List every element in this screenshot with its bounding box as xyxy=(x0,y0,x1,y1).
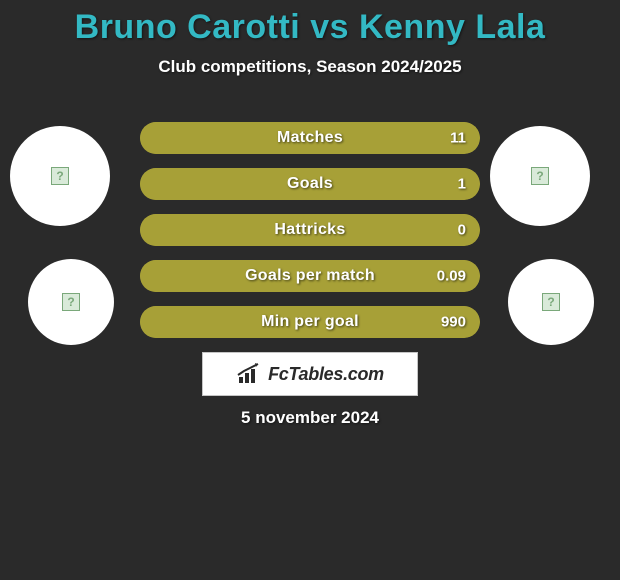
comparison-title: Bruno Carotti vs Kenny Lala xyxy=(0,0,620,47)
branding-text: FcTables.com xyxy=(268,364,384,385)
stat-value-right: 0 xyxy=(458,222,466,239)
stat-label: Matches xyxy=(140,129,480,147)
stat-row: Min per goal990 xyxy=(140,306,480,338)
chart-icon xyxy=(236,363,262,385)
stat-row: Goals per match0.09 xyxy=(140,260,480,292)
generated-date: 5 november 2024 xyxy=(0,408,620,428)
stat-row: Matches11 xyxy=(140,122,480,154)
image-placeholder-icon: ? xyxy=(531,167,549,185)
stat-value-right: 990 xyxy=(441,314,466,331)
image-placeholder-icon: ? xyxy=(62,293,80,311)
image-placeholder-icon: ? xyxy=(542,293,560,311)
stat-label: Hattricks xyxy=(140,221,480,239)
player2-name: Kenny Lala xyxy=(359,8,545,46)
player2-club-badge: ? xyxy=(508,259,594,345)
stat-row: Goals1 xyxy=(140,168,480,200)
player1-club-badge: ? xyxy=(28,259,114,345)
stat-label: Goals per match xyxy=(140,267,480,285)
stat-value-right: 0.09 xyxy=(437,268,466,285)
branding-box: FcTables.com xyxy=(202,352,418,396)
player1-avatar: ? xyxy=(10,126,110,226)
stat-bars: Matches11 Goals1 Hattricks0 Goals per match… xyxy=(140,122,480,352)
player1-name: Bruno Carotti xyxy=(75,8,301,46)
image-placeholder-icon: ? xyxy=(51,167,69,185)
stat-label: Min per goal xyxy=(140,313,480,331)
stat-value-right: 1 xyxy=(458,176,466,193)
stat-value-right: 11 xyxy=(450,130,466,147)
vs-text: vs xyxy=(310,8,349,46)
stat-label: Goals xyxy=(140,175,480,193)
player2-avatar: ? xyxy=(490,126,590,226)
subtitle: Club competitions, Season 2024/2025 xyxy=(0,57,620,77)
stat-row: Hattricks0 xyxy=(140,214,480,246)
